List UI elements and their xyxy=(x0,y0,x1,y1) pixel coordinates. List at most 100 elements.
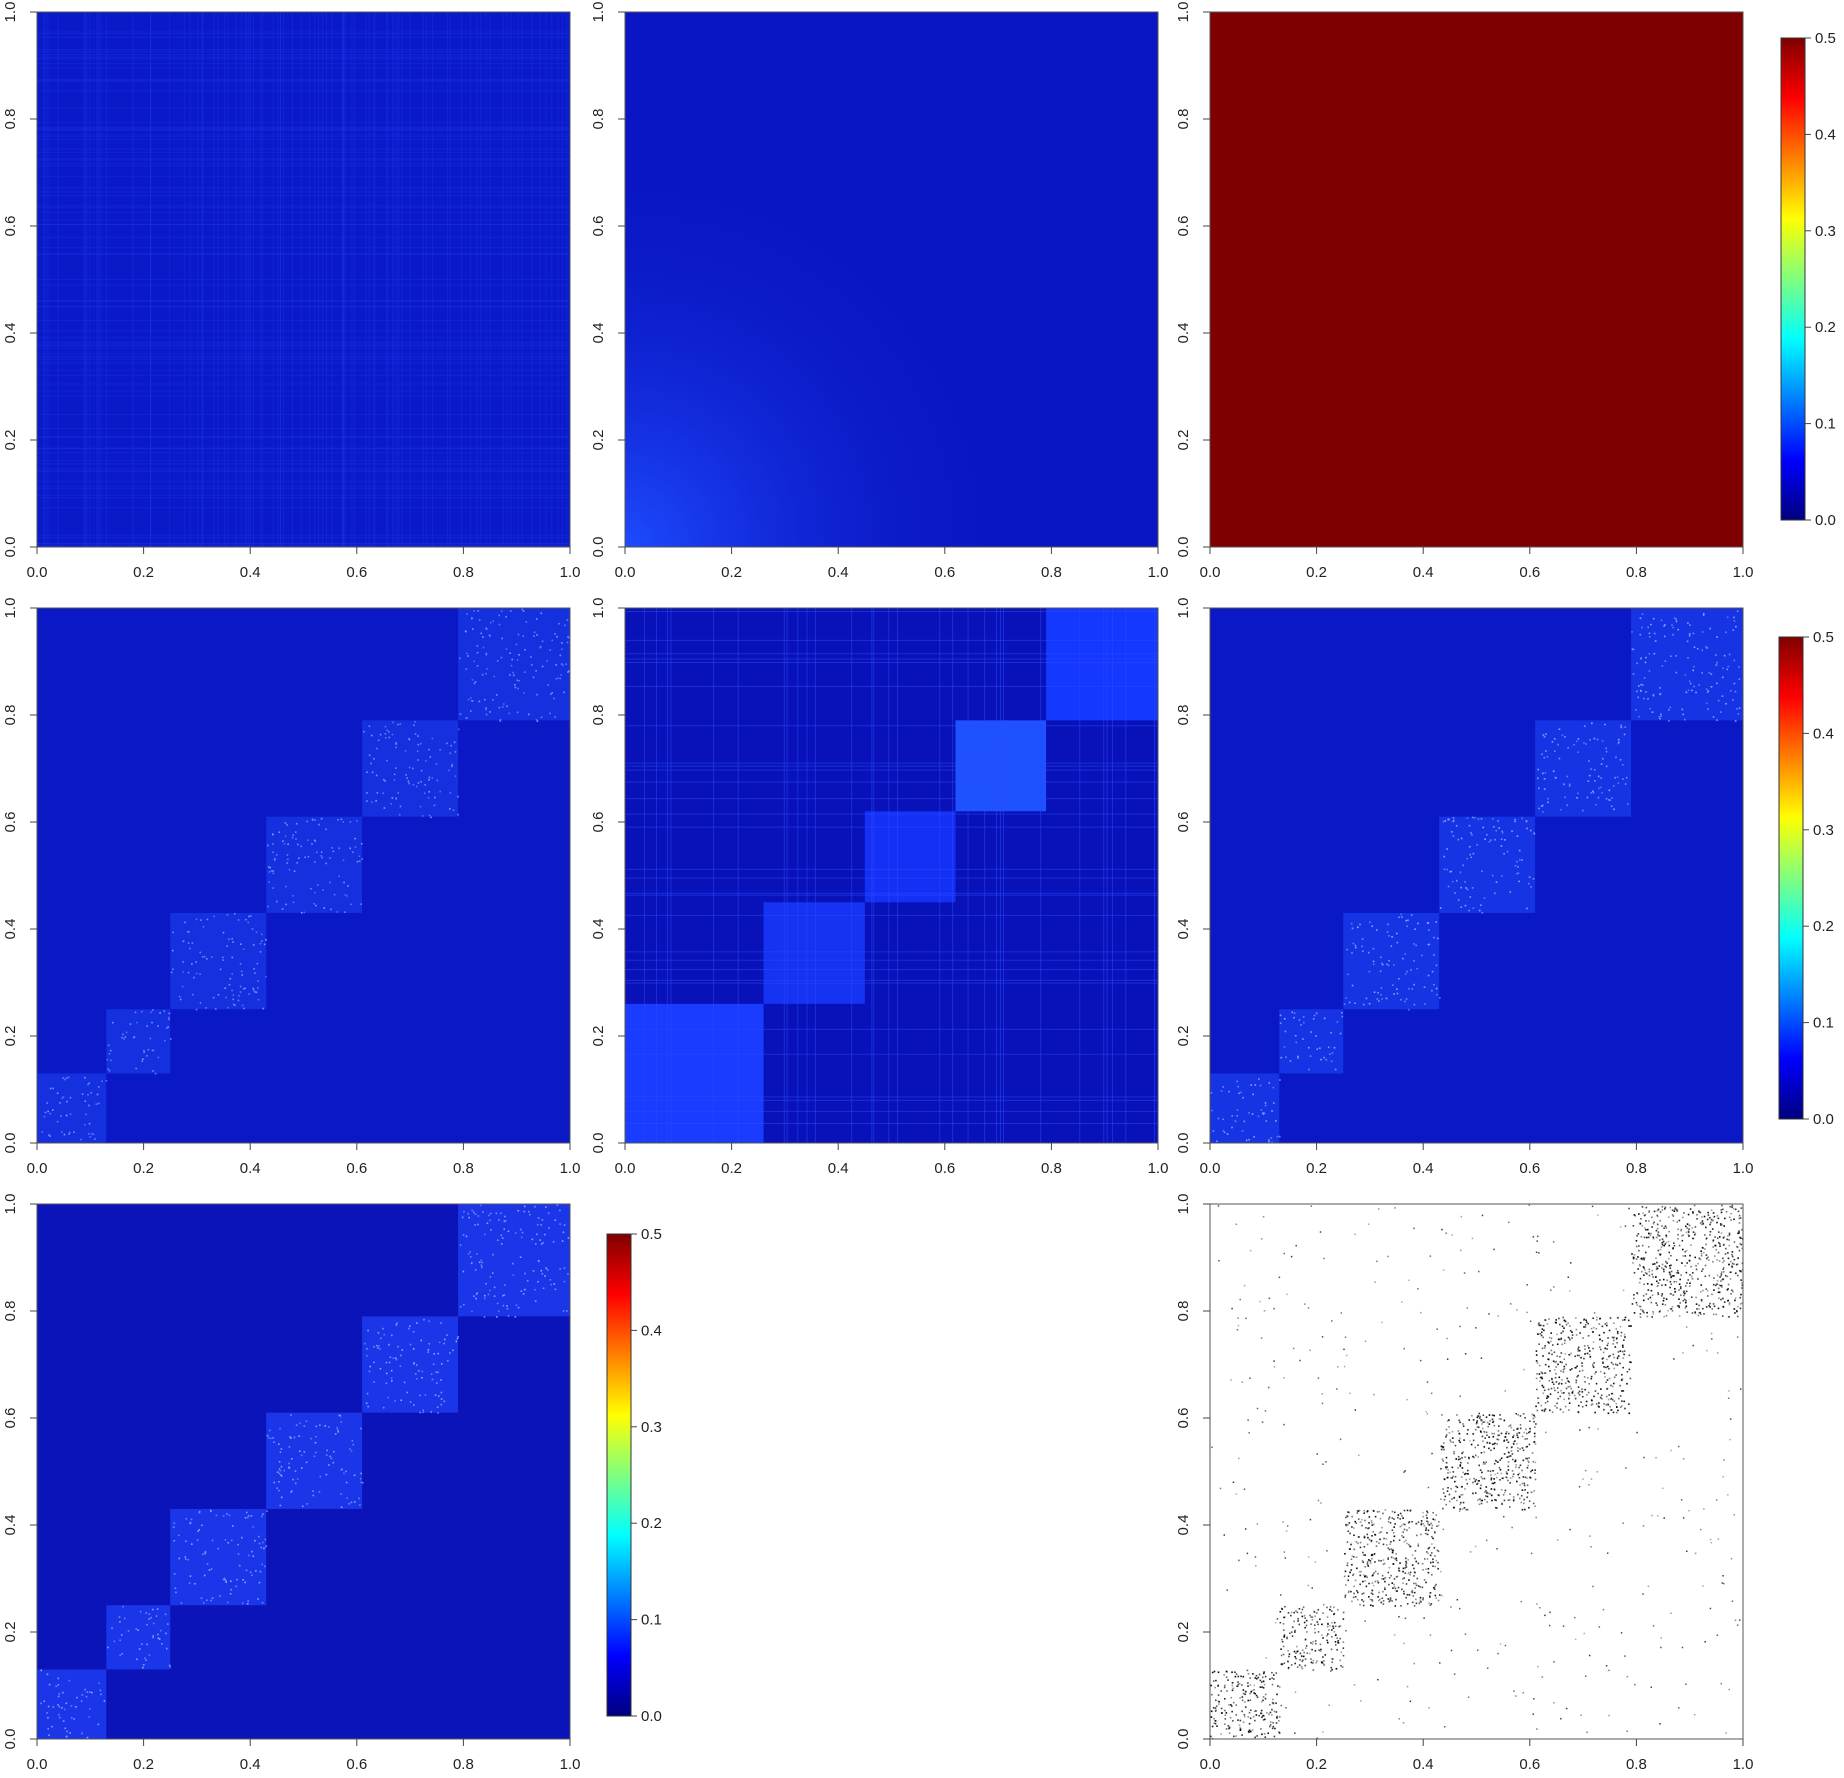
edge-point xyxy=(1728,1239,1730,1241)
block-texture-dot xyxy=(58,1705,61,1708)
block-texture-dot xyxy=(254,1539,256,1542)
edge-point xyxy=(1614,1346,1617,1348)
edge-point xyxy=(1388,1548,1391,1551)
edge-point xyxy=(1507,1441,1510,1444)
edge-point xyxy=(1296,1650,1299,1653)
block-texture-dot xyxy=(465,668,468,670)
block-texture-dot xyxy=(566,641,569,644)
edge-point xyxy=(1294,1655,1296,1658)
edge-point xyxy=(1652,1625,1655,1627)
block-texture-dot xyxy=(544,1275,546,1277)
edge-point xyxy=(1534,1478,1537,1481)
block-texture-dot xyxy=(485,672,487,675)
edge-point xyxy=(1648,1274,1651,1277)
block-texture-dot xyxy=(1706,691,1709,694)
edge-point xyxy=(1376,1580,1379,1582)
edge-point xyxy=(1275,1722,1278,1724)
edge-point xyxy=(1598,1334,1601,1337)
edge-point xyxy=(1345,1523,1347,1526)
edge-point xyxy=(1469,1440,1471,1442)
edge-point xyxy=(1237,1317,1239,1319)
edge-point xyxy=(1639,1277,1642,1280)
edge-point xyxy=(1568,1392,1570,1395)
community-block-5 xyxy=(1046,608,1158,721)
block-texture-dot xyxy=(1563,783,1565,786)
edge-point xyxy=(1605,1366,1607,1369)
edge-point xyxy=(1661,1293,1664,1295)
edge-point xyxy=(1588,1353,1591,1356)
edge-point xyxy=(1733,1241,1736,1243)
edge-point xyxy=(1686,1311,1689,1313)
edge-point xyxy=(1527,1431,1530,1434)
edge-point xyxy=(1728,1302,1731,1304)
block-texture-dot xyxy=(1493,826,1495,828)
edge-point xyxy=(1492,1469,1494,1472)
edge-point xyxy=(1738,1230,1740,1233)
edge-point xyxy=(1535,1423,1537,1425)
edge-point xyxy=(1280,1594,1282,1596)
block-texture-dot xyxy=(549,712,551,715)
block-texture-dot xyxy=(1733,682,1736,685)
edge-point xyxy=(1249,1684,1252,1686)
edge-point xyxy=(1584,1348,1586,1351)
block-texture-dot xyxy=(1231,1126,1233,1129)
block-texture-dot xyxy=(462,1303,465,1306)
block-texture-dot xyxy=(1236,1114,1239,1117)
edge-point xyxy=(1674,1288,1676,1290)
edge-point xyxy=(1705,1254,1708,1256)
y-tick-label: 0.2 xyxy=(590,1026,607,1047)
block-texture-dot xyxy=(48,1734,50,1737)
edge-point xyxy=(1718,1291,1721,1294)
block-texture-dot xyxy=(333,893,336,896)
block-texture-dot xyxy=(228,1514,231,1517)
block-texture-dot xyxy=(500,1234,503,1237)
block-texture-dot xyxy=(343,881,345,884)
block-texture-dot xyxy=(1351,984,1354,987)
edge-point xyxy=(1607,1337,1609,1339)
edge-point xyxy=(1343,1575,1346,1578)
edge-point xyxy=(1333,1630,1336,1633)
edge-point xyxy=(1432,1561,1434,1564)
edge-point xyxy=(1677,1304,1680,1307)
edge-point xyxy=(1342,1641,1345,1643)
edge-point xyxy=(1677,1272,1680,1275)
block-texture-dot xyxy=(379,733,382,736)
edge-point xyxy=(1682,1216,1684,1219)
y-tick-label: 0.0 xyxy=(2,1133,19,1154)
block-texture-dot xyxy=(500,610,503,612)
block-texture-dot xyxy=(388,1361,391,1364)
edge-point xyxy=(1243,1715,1246,1718)
y-axis: 0.00.20.40.60.81.0 xyxy=(1175,598,1210,1153)
block-texture-dot xyxy=(491,1272,494,1274)
block-texture-dot xyxy=(1532,878,1535,880)
edge-point xyxy=(1661,1263,1664,1266)
edge-point xyxy=(1672,1247,1675,1249)
edge-point xyxy=(1704,1641,1706,1643)
edge-point xyxy=(1658,1265,1661,1267)
edge-point xyxy=(1486,1667,1489,1669)
edge-point xyxy=(1485,1489,1487,1492)
community-block-3 xyxy=(864,811,956,903)
edge-point xyxy=(1683,1212,1685,1214)
block-texture-dot xyxy=(227,1541,230,1544)
block-texture-dot xyxy=(107,1044,110,1047)
block-texture-dot xyxy=(1514,865,1517,867)
block-texture-dot xyxy=(148,1613,151,1615)
edge-point xyxy=(1446,1490,1449,1492)
block-texture-dot xyxy=(1663,635,1666,638)
edge-point xyxy=(1532,1460,1535,1463)
edge-point xyxy=(1282,1521,1284,1523)
block-texture-dot xyxy=(421,1370,424,1373)
edge-point xyxy=(1537,1397,1539,1399)
edge-point xyxy=(1562,1625,1565,1627)
edge-point xyxy=(1681,1262,1683,1264)
edge-point xyxy=(1276,1618,1279,1620)
edge-point xyxy=(1431,1527,1433,1529)
edge-point xyxy=(1707,1295,1709,1297)
edge-point xyxy=(1457,1430,1460,1432)
edge-point xyxy=(1687,1279,1689,1281)
edge-point xyxy=(1404,1470,1406,1472)
edge-point xyxy=(1421,1562,1424,1565)
y-axis: 0.00.20.40.60.81.0 xyxy=(2,598,37,1154)
edge-point xyxy=(1725,1210,1728,1213)
